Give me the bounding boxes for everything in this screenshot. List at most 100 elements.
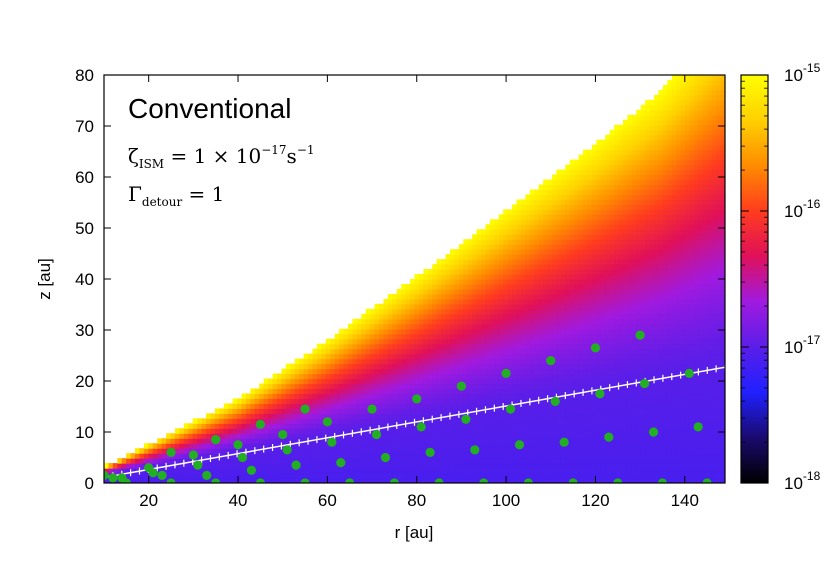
heatmap-cell [472, 458, 478, 464]
heatmap-cell [383, 423, 389, 429]
heatmap-cell [645, 139, 651, 146]
heatmap-cell [649, 164, 655, 171]
heatmap-cell [636, 303, 642, 310]
heatmap-cell [649, 139, 655, 146]
heatmap-cell [170, 433, 176, 439]
heatmap-cell [547, 303, 553, 310]
heatmap-cell [347, 358, 353, 365]
heatmap-cell [609, 189, 615, 196]
heatmap-cell [485, 279, 491, 285]
heatmap-cell [671, 438, 677, 444]
heatmap-cell [658, 249, 664, 255]
heatmap-cell [591, 144, 597, 151]
heatmap-cell [662, 323, 668, 330]
heatmap-cell [410, 358, 416, 365]
heatmap-cell [605, 338, 611, 345]
heatmap-cell [587, 293, 593, 300]
heatmap-cell [520, 433, 526, 439]
heatmap-cell [662, 418, 668, 424]
heatmap-cell [534, 363, 540, 370]
heatmap-cell [618, 363, 624, 370]
heatmap-cell [520, 333, 526, 340]
heatmap-cell [387, 418, 393, 424]
heatmap-cell [308, 418, 314, 424]
heatmap-cell [489, 249, 495, 255]
heatmap-cell [552, 288, 558, 295]
heatmap-cell [485, 264, 491, 270]
heatmap-cell [512, 358, 518, 365]
heatmap-cell [228, 438, 234, 444]
heatmap-cell [622, 164, 629, 171]
heatmap-cell [667, 114, 673, 121]
heatmap-cell [556, 264, 562, 270]
heatmap-cell [472, 423, 478, 429]
heatmap-cell [339, 398, 345, 404]
heatmap-cell [578, 274, 584, 280]
heatmap-cell [445, 343, 451, 350]
heatmap-cell [587, 358, 593, 365]
heatmap-cell [667, 279, 673, 285]
heatmap-cell [254, 413, 260, 419]
heatmap-cell [618, 169, 624, 176]
heatmap-cell [534, 224, 540, 230]
heatmap-cell [259, 473, 265, 479]
heatmap-cell [578, 204, 584, 210]
heatmap-cell [294, 438, 300, 444]
heatmap-cell [600, 338, 606, 345]
heatmap-cell [365, 373, 371, 380]
heatmap-cell [547, 378, 553, 385]
heatmap-cell [135, 463, 141, 469]
heatmap-cell [552, 179, 558, 186]
heatmap-cell [591, 428, 597, 434]
heatmap-cell [618, 448, 624, 454]
heatmap-cell [565, 318, 571, 325]
heatmap-cell [387, 368, 393, 375]
heatmap-cell [671, 408, 677, 414]
heatmap-cell [254, 468, 260, 474]
heatmap-cell [587, 184, 593, 191]
heatmap-cell [631, 239, 637, 245]
heatmap-cell [463, 283, 469, 290]
heatmap-cell [578, 438, 584, 444]
heatmap-cell [520, 358, 526, 365]
heatmap-cell [356, 338, 362, 345]
heatmap-cell [662, 438, 668, 444]
heatmap-cell [569, 318, 575, 325]
heatmap-cell [587, 438, 593, 444]
heatmap-cell [299, 468, 305, 474]
heatmap-cell [525, 358, 531, 365]
heatmap-cell [596, 328, 602, 335]
heatmap-cell [449, 313, 456, 320]
heatmap-cell [645, 398, 651, 404]
heatmap-cell [636, 368, 642, 375]
heatmap-cell [210, 448, 216, 454]
heatmap-cell [325, 468, 331, 474]
heatmap-cell [494, 224, 500, 230]
heatmap-cell [543, 219, 549, 225]
heatmap-cell [560, 383, 566, 390]
heatmap-cell [294, 368, 300, 375]
heatmap-cell [618, 318, 624, 325]
heatmap-cell [587, 338, 593, 345]
heatmap-cell [503, 239, 509, 245]
heatmap-cell [312, 348, 318, 355]
heatmap-cell [512, 293, 518, 300]
heatmap-cell [263, 448, 269, 454]
heatmap-cell [538, 264, 544, 270]
heatmap-cell [583, 249, 589, 255]
heatmap-cell [605, 249, 611, 255]
heatmap-cell [254, 403, 260, 409]
heatmap-cell [552, 283, 558, 290]
heatmap-cell [609, 293, 615, 300]
heatmap-cell [636, 353, 642, 360]
heatmap-cell [370, 463, 376, 469]
heatmap-cell [396, 303, 402, 310]
heatmap-cell [263, 473, 269, 479]
heatmap-cell [578, 333, 584, 340]
heatmap-cell [591, 234, 597, 240]
heatmap-cell [662, 303, 668, 310]
heatmap-cell [379, 368, 385, 375]
heatmap-cell [245, 438, 251, 444]
heatmap-cell [614, 328, 620, 335]
heatmap-cell [520, 209, 526, 215]
